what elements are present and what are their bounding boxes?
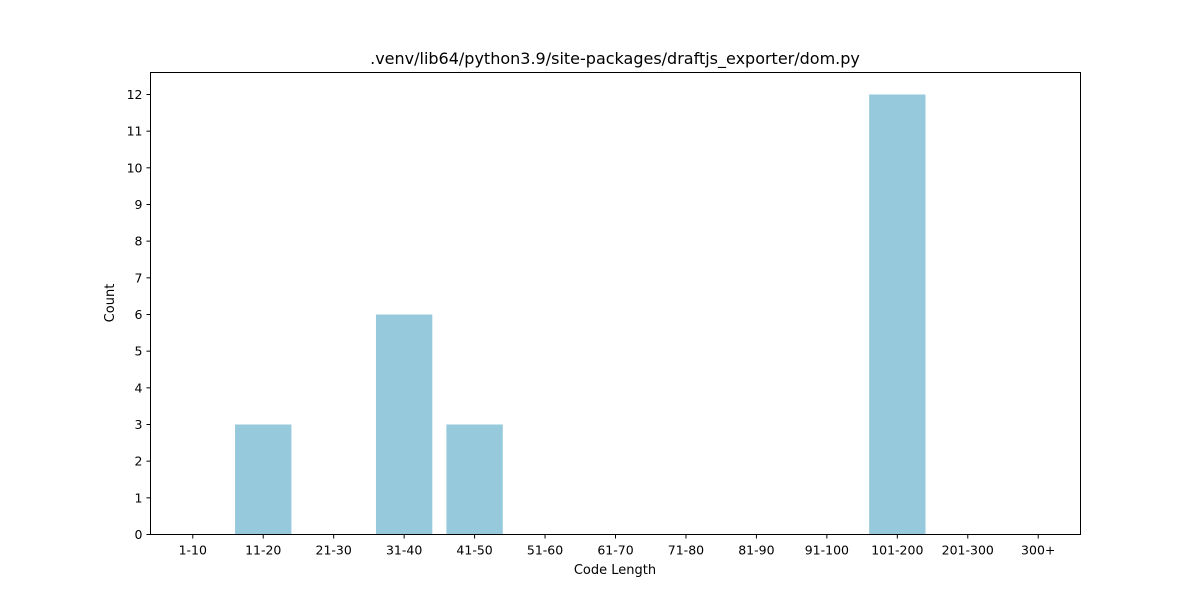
- y-tick-label: 12: [127, 87, 143, 102]
- x-tick-label: 71-80: [668, 543, 704, 558]
- y-tick-label: 1: [135, 490, 143, 505]
- y-axis-label: Count: [103, 284, 118, 323]
- bars-group: [235, 94, 926, 535]
- y-tick-label: 4: [135, 380, 143, 395]
- x-tick-label: 51-60: [527, 543, 563, 558]
- plot-frame: [150, 72, 1081, 535]
- y-tick-label: 9: [135, 197, 143, 212]
- x-tick-label: 101-200: [871, 543, 923, 558]
- x-tick-label: 300+: [1021, 543, 1055, 558]
- y-tick-label: 11: [127, 124, 143, 139]
- y-tick-label: 10: [127, 160, 143, 175]
- y-tick-label: 6: [135, 307, 143, 322]
- x-tick-label: 91-100: [805, 543, 849, 558]
- chart-title: .venv/lib64/python3.9/site-packages/draf…: [370, 49, 860, 69]
- y-tick-label: 3: [135, 417, 143, 432]
- x-tick-label: 201-300: [942, 543, 994, 558]
- y-tick-label: 0: [135, 527, 143, 542]
- x-tick-label: 31-40: [386, 543, 422, 558]
- y-tick-label: 2: [135, 454, 143, 469]
- x-axis-label: Code Length: [574, 563, 656, 578]
- x-tick-label: 1-10: [179, 543, 207, 558]
- bar-11-20: [235, 424, 292, 535]
- bar-41-50: [446, 424, 503, 535]
- x-tick-label: 41-50: [456, 543, 492, 558]
- y-tick-label: 7: [135, 270, 143, 285]
- x-axis-ticks: 1-10 11-20 21-30 31-40 41-50 51-60 61-70 71-80 8…: [179, 534, 1055, 558]
- bar-31-40: [375, 314, 433, 535]
- bar-101-200: [869, 94, 926, 535]
- y-tick-label: 8: [135, 234, 143, 249]
- x-tick-label: 81-90: [738, 543, 774, 558]
- y-tick-label: 5: [135, 344, 143, 359]
- x-tick-label: 21-30: [316, 543, 352, 558]
- x-tick-label: 61-70: [597, 543, 633, 558]
- x-tick-label: 11-20: [245, 543, 281, 558]
